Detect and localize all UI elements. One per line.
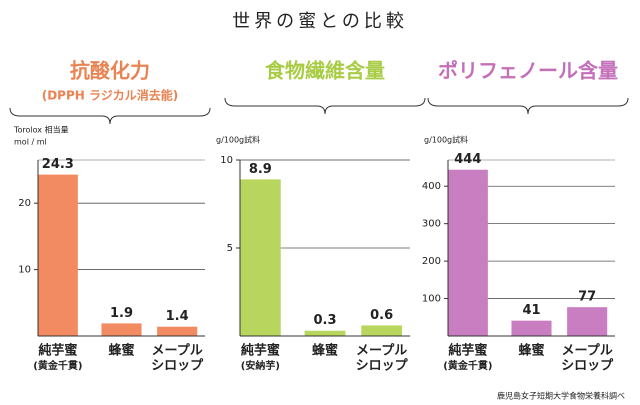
y-tick-label: 400: [422, 181, 441, 192]
chart-title: 食物繊維含量: [265, 59, 385, 83]
x-tick-label: (黄金千貫): [443, 359, 492, 372]
chart-subtitle: (DPPH ラジカル消去能): [42, 88, 179, 103]
y-axis-label: g/100g試料: [424, 135, 468, 145]
value-label: 1.9: [110, 306, 133, 321]
bar: [157, 326, 198, 336]
chart-title: 抗酸化力: [70, 59, 150, 83]
value-label: 1.4: [166, 309, 189, 324]
value-label: 41: [522, 303, 540, 318]
x-tick-label: 純芋蜜: [38, 343, 77, 359]
value-label: 0.3: [313, 313, 336, 328]
y-tick-label: 200: [422, 256, 441, 267]
y-tick-label: 5: [227, 243, 233, 254]
x-tick-label: (安納芋): [241, 359, 280, 372]
x-tick-label: 蜂蜜: [518, 343, 544, 359]
y-axis-label: mol / ml: [14, 138, 47, 147]
x-tick-label: (黄金千貫): [33, 359, 82, 372]
bar: [361, 325, 403, 336]
y-tick-label: 10: [18, 265, 31, 276]
y-tick-label: 100: [422, 294, 441, 305]
x-tick-label: 純芋蜜: [241, 343, 280, 359]
y-tick-label: 10: [220, 155, 233, 166]
bar: [101, 323, 142, 336]
value-label: 77: [578, 290, 596, 305]
chart-title: ポリフェノール含量: [438, 59, 618, 83]
x-tick-label: シロップ: [356, 359, 409, 374]
bar: [567, 307, 608, 336]
source-note: 鹿児島女子短期大学食物栄養科調べ: [497, 391, 625, 401]
x-tick-label: メープル: [152, 344, 203, 359]
y-axis-label: g/100g試料: [216, 135, 260, 145]
y-tick-label: 20: [18, 198, 31, 209]
x-tick-label: シロップ: [151, 359, 204, 374]
x-tick-label: メープル: [356, 344, 407, 359]
bar: [304, 330, 346, 336]
page-title: 世界の蜜との比較: [232, 11, 408, 32]
bar: [511, 320, 552, 336]
brace: [224, 97, 426, 115]
value-label: 24.3: [42, 157, 74, 172]
x-tick-label: 蜂蜜: [312, 343, 338, 359]
brace: [9, 107, 211, 125]
y-axis-label: Torolox 相当量: [13, 125, 69, 135]
x-tick-label: 純芋蜜: [448, 343, 487, 359]
x-tick-label: シロップ: [561, 359, 614, 374]
value-label: 444: [454, 152, 481, 167]
value-label: 0.6: [370, 308, 393, 323]
value-label: 8.9: [249, 162, 272, 177]
bar: [447, 169, 488, 336]
brace: [427, 97, 629, 115]
x-tick-label: 蜂蜜: [108, 343, 134, 359]
bar: [37, 174, 78, 336]
bar: [239, 179, 281, 336]
y-tick-label: 300: [422, 219, 441, 230]
x-tick-label: メープル: [562, 344, 613, 359]
